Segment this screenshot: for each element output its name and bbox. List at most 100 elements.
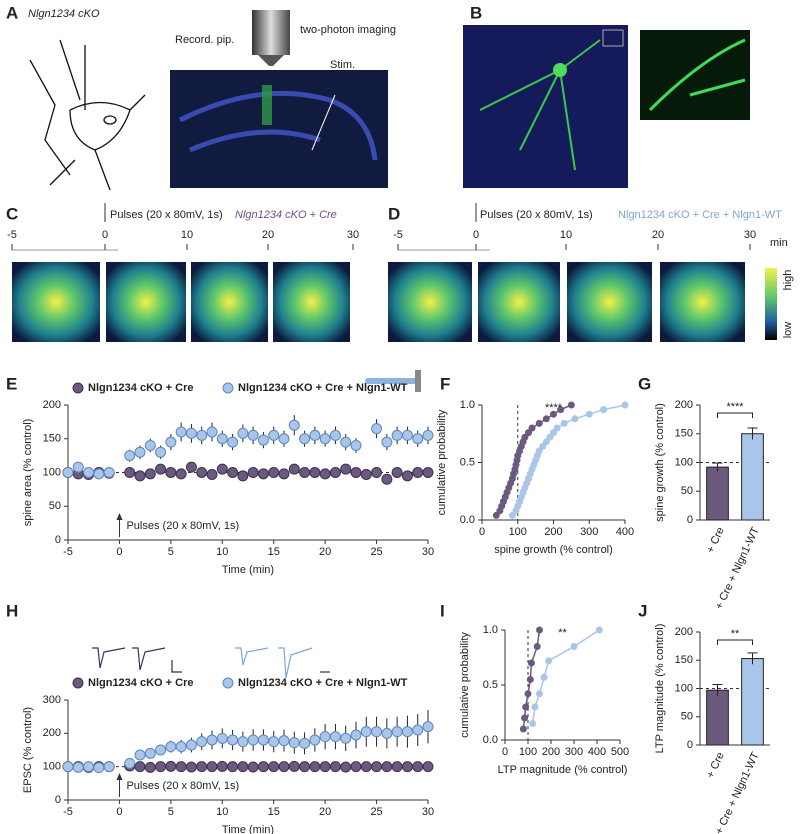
y-axis-label: cumulative probability	[459, 632, 471, 738]
data-point	[175, 741, 187, 753]
y-tick-label: 0	[55, 534, 61, 546]
soma	[553, 63, 567, 77]
data-point	[144, 761, 156, 773]
pulse-arrowhead	[116, 773, 123, 780]
y-tick-label: 200	[675, 626, 693, 638]
pipette-label: Record. pip.	[175, 34, 234, 46]
x-tick-label: 30	[422, 806, 434, 818]
data-point	[237, 736, 249, 748]
significance-bracket	[717, 412, 753, 418]
data-point	[557, 406, 565, 414]
legend-label: Nlgn1234 cKO + Cre + Nlgn1-WT	[238, 677, 408, 689]
data-point	[350, 761, 362, 773]
data-point	[155, 463, 167, 475]
data-point	[401, 761, 413, 773]
x-axis-label: Time (min)	[222, 824, 274, 834]
data-point	[299, 433, 311, 445]
data-point	[278, 468, 290, 480]
data-point	[391, 761, 403, 773]
data-point	[72, 761, 84, 773]
x-tick-label: 25	[370, 546, 382, 558]
data-point	[391, 467, 403, 478]
panel-letter: G	[638, 374, 651, 393]
data-point	[134, 749, 146, 761]
data-point	[83, 761, 95, 773]
data-point	[185, 761, 197, 773]
x-tick-label: 20	[319, 806, 331, 818]
data-point	[175, 426, 187, 438]
data-point	[422, 467, 434, 478]
data-point	[340, 463, 352, 475]
data-point	[144, 468, 156, 480]
data-point	[227, 436, 239, 448]
colorbar	[765, 268, 777, 340]
data-point	[175, 468, 187, 480]
timeline-tick: 0	[102, 229, 108, 241]
data-point	[93, 468, 105, 480]
x-tick-label: 400	[616, 526, 634, 538]
panel-letter: B	[470, 3, 482, 22]
data-point	[560, 419, 568, 427]
data-point	[237, 427, 249, 439]
y-tick-label: 150	[675, 428, 693, 440]
data-point	[350, 729, 362, 741]
x-tick-label: 300	[565, 746, 583, 758]
data-point	[134, 761, 146, 773]
data-point	[545, 657, 553, 665]
data-point	[522, 703, 530, 711]
colorbar-low: low	[782, 322, 794, 339]
data-point	[216, 760, 228, 772]
x-tick-label: 30	[422, 546, 434, 558]
data-point	[185, 461, 197, 473]
data-point	[412, 467, 424, 478]
x-tick-label: 20	[319, 546, 331, 558]
panel-letter: A	[6, 3, 18, 22]
x-axis-label: LTP magnitude (% control)	[498, 764, 628, 776]
x-tick-label: 5	[168, 546, 174, 558]
data-point	[329, 467, 341, 478]
data-point	[288, 737, 300, 749]
data-point	[528, 424, 536, 432]
data-point	[536, 690, 543, 698]
data-point	[206, 734, 218, 746]
data-point	[329, 761, 341, 773]
data-point	[350, 467, 362, 478]
data-point	[371, 761, 383, 773]
data-point	[288, 463, 300, 475]
inset-image	[640, 30, 750, 120]
timeline-tick: 10	[560, 229, 572, 241]
objective-tip	[258, 55, 284, 66]
panel-letter: E	[6, 374, 17, 393]
data-point	[299, 737, 311, 749]
significance: **	[731, 628, 740, 640]
x-tick-label: 400	[588, 746, 606, 758]
data-point	[585, 410, 593, 418]
data-point	[257, 734, 269, 746]
data-point	[155, 744, 167, 756]
data-point	[381, 761, 393, 773]
y-tick-label: 1.0	[460, 399, 475, 411]
genotype: Nlgn1234 cKO	[28, 8, 100, 20]
significance: ****	[726, 401, 744, 413]
x-tick-label: 10	[216, 806, 228, 818]
data-point	[371, 423, 383, 435]
data-point	[247, 761, 259, 773]
data-point	[529, 720, 537, 727]
data-point	[62, 761, 74, 773]
legend-marker	[222, 382, 234, 394]
data-point	[196, 736, 208, 748]
x-tick-label: + Cre	[704, 525, 726, 555]
legend-label: Nlgn1234 cKO + Cre + Nlgn1-WT	[238, 382, 408, 394]
y-tick-label: 150	[675, 654, 693, 666]
y-tick-label: 0	[687, 739, 693, 751]
data-point	[288, 760, 300, 772]
data-point	[360, 726, 372, 738]
unit-label: min	[770, 237, 788, 249]
data-point	[401, 470, 413, 482]
data-point	[319, 433, 331, 445]
x-tick-label: 200	[544, 526, 562, 538]
data-point	[247, 467, 259, 478]
data-point	[319, 761, 331, 773]
data-point	[268, 736, 280, 748]
